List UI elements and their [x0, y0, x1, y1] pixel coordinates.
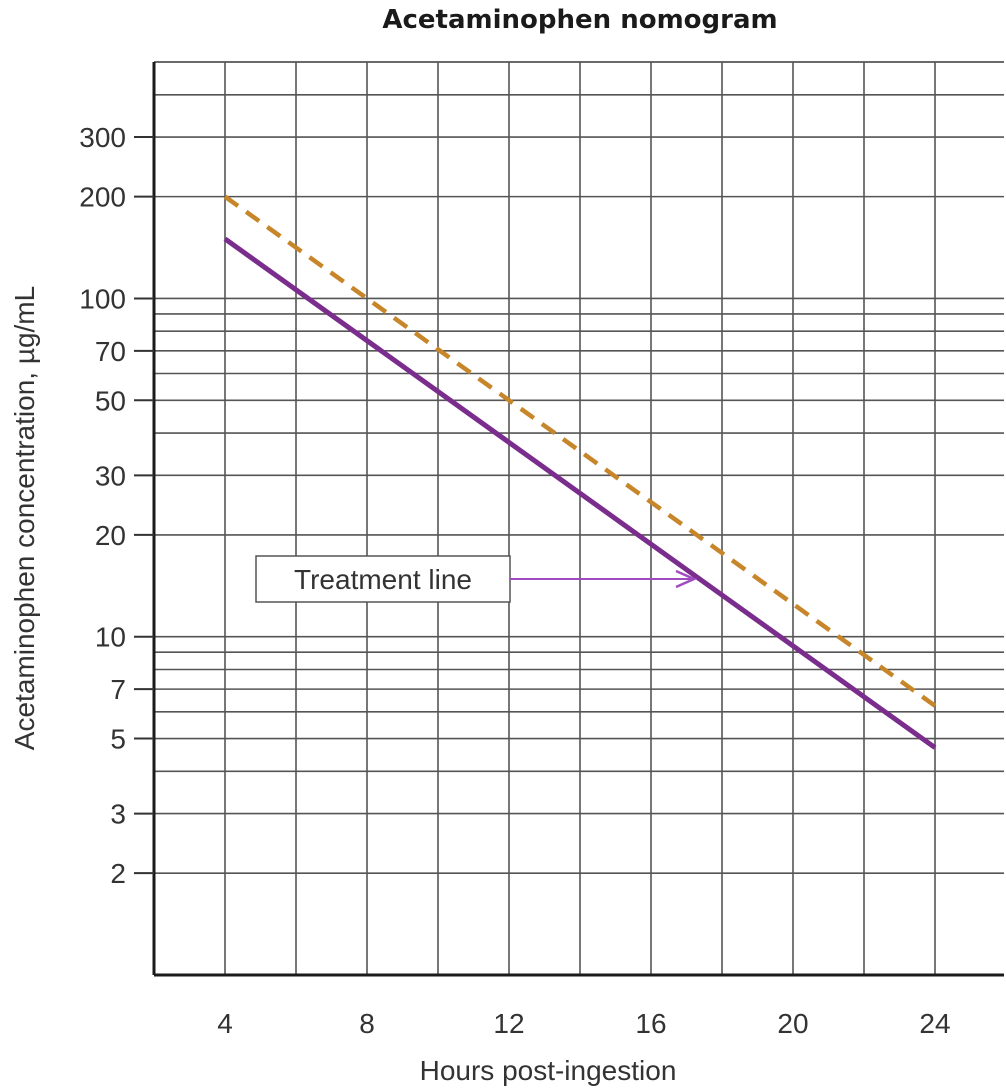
x-tick-label: 20 [777, 1008, 808, 1039]
y-tick-label: 50 [95, 385, 126, 416]
x-tick-labels: 4 8 12 16 20 24 [217, 1008, 950, 1039]
y-tick-label: 20 [95, 520, 126, 551]
axes [152, 62, 1004, 977]
annotation-box [255, 555, 511, 603]
x-tick-label: 8 [359, 1008, 375, 1039]
annotation-arrowhead [675, 569, 698, 589]
y-tick-label: 300 [79, 122, 126, 153]
chart-title: Acetaminophen nomogram [382, 5, 777, 35]
dashed-line [223, 194, 937, 708]
y-tick-label: 30 [95, 460, 126, 491]
y-tick-label: 2 [110, 858, 126, 889]
x-tick-label: 16 [635, 1008, 666, 1039]
x-tick-label: 24 [919, 1008, 950, 1039]
y-tick-labels: 2 3 5 7 10 20 30 50 70 100 200 300 [79, 122, 154, 889]
grid [154, 61, 1004, 975]
y-tick-label: 100 [79, 283, 126, 314]
y-tick-label: 7 [110, 674, 126, 705]
series [223, 194, 937, 750]
x-axis-label: Hours post-ingestion [420, 1055, 677, 1086]
annotation-label: Treatment line [294, 564, 472, 595]
treatment-line [223, 236, 937, 750]
y-axis-label: Acetaminophen concentration, µg/mL [9, 286, 40, 750]
y-tick-label: 70 [95, 336, 126, 367]
y-tick-label: 3 [110, 799, 126, 830]
x-tick-label: 4 [217, 1008, 233, 1039]
x-tick-label: 12 [493, 1008, 524, 1039]
y-tick-label: 5 [110, 724, 126, 755]
y-tick-label: 200 [79, 182, 126, 213]
y-tick-label: 10 [95, 622, 126, 653]
annotations: Treatment line [255, 555, 698, 603]
